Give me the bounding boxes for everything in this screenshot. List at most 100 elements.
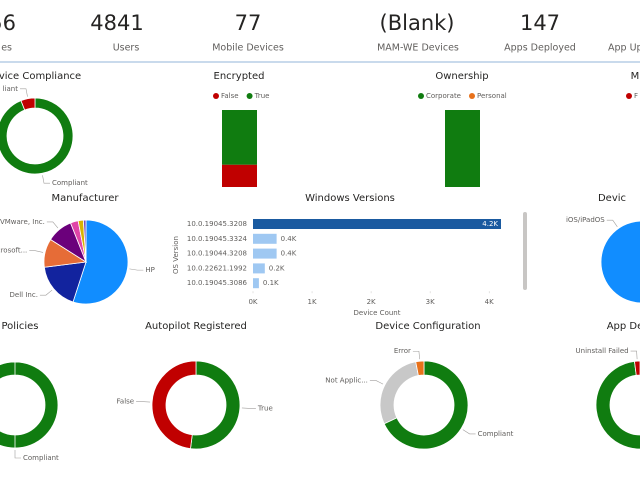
slice [190, 360, 241, 450]
slice [43, 261, 87, 303]
legend-marker [246, 93, 253, 99]
slice-label: HP [145, 266, 155, 274]
kpi-label: Mobile Devices [212, 43, 284, 54]
slice [634, 360, 640, 376]
leader-line [369, 380, 384, 385]
chart-panel: Devic iOS/iPadOS [566, 193, 640, 304]
chart-title: Device Configuration [375, 321, 480, 332]
slice-label: Compliant [52, 179, 88, 187]
slice [82, 219, 87, 263]
charts: vice Compliance Compliant liant Encrypted Fa… [0, 71, 640, 462]
slice-label: Dell Inc. [10, 291, 38, 299]
leader-line [462, 429, 476, 435]
leader-line [136, 401, 151, 403]
bar-segment [445, 110, 480, 187]
legend-marker [418, 93, 424, 99]
value-label: 0.4K [281, 250, 297, 258]
slice [383, 360, 469, 450]
leader-line [42, 175, 50, 184]
kpi-label: App Up [608, 43, 640, 54]
x-tick-label: 4K [485, 298, 494, 306]
slice-label: liant [3, 85, 19, 93]
slice-label: Uninstall Failed [576, 347, 629, 355]
chart-title: M [631, 71, 640, 82]
bar-segment [222, 110, 257, 165]
leader-line [241, 407, 256, 409]
slice [595, 360, 640, 450]
bar [253, 233, 277, 244]
chart-panel: Encrypted False True [213, 71, 269, 187]
slice-label: Error [394, 347, 411, 355]
slice [20, 97, 36, 111]
bar [253, 263, 265, 274]
legend-marker [213, 93, 219, 99]
x-tick-label: 2K [367, 298, 376, 306]
y-tick-label: 10.0.19045.3208 [187, 220, 247, 228]
chart-title: Ownership [435, 71, 488, 82]
kpi-value: 77 [235, 11, 262, 35]
x-tick-label: 1K [308, 298, 317, 306]
kpi-label: es [1, 43, 12, 54]
slice [72, 219, 129, 305]
value-label: 4.2K [482, 220, 498, 228]
slice [151, 360, 197, 450]
y-tick-label: 10.0.19045.3324 [187, 235, 248, 243]
legend-marker [626, 93, 632, 99]
leader-line [14, 450, 21, 459]
chart-panel: Device Configuration Compliant Not Applic.… [325, 321, 514, 450]
slice-label: True [257, 404, 273, 412]
chart-panel: Windows Versions 0K 1K 2K 3K 4K Device Count OS… [172, 193, 501, 317]
chart-panel: vice Compliance Compliant liant [0, 71, 88, 187]
slice [415, 360, 425, 376]
chart-panel: Autopilot Registered True False [117, 321, 273, 450]
y-tick-label: 10.0.22621.1992 [187, 264, 247, 272]
leader-line [606, 219, 618, 227]
chart-panel: Policies Compliant [0, 321, 59, 462]
kpi-value: (Blank) [380, 11, 455, 35]
y-axis-title: OS Version [172, 236, 180, 274]
chart-panel: MF [626, 71, 639, 100]
kpi-label: Users [113, 43, 140, 54]
slice-label: Not Applic... [325, 376, 368, 384]
slice-label: False [117, 398, 135, 406]
leader-line [129, 268, 144, 271]
bar [253, 248, 277, 259]
kpi-value: 56 [0, 11, 16, 35]
slice [0, 97, 74, 175]
chart-title: App De [607, 321, 640, 332]
chart-panel: App DeInstalledUninstall Failed [576, 321, 640, 450]
x-tick-label: 0K [248, 298, 257, 306]
slice-label: Microsoft... [0, 247, 27, 255]
legend-marker [469, 93, 475, 99]
chart-title: Manufacturer [52, 193, 120, 204]
kpi-label: MAM-WE Devices [377, 43, 459, 54]
leader-line [29, 250, 44, 253]
bar [253, 278, 259, 289]
slice-label: Compliant [478, 430, 514, 438]
slice [600, 220, 640, 304]
kpi-value: 4841 [90, 11, 143, 35]
x-tick-label: 3K [426, 298, 435, 306]
chart-title: Encrypted [214, 71, 265, 82]
chart-title: vice Compliance [0, 71, 81, 82]
leader-line [20, 88, 28, 97]
leader-line [412, 350, 420, 360]
y-tick-label: 10.0.19044.3208 [187, 250, 247, 258]
kpi-label: Apps Deployed [504, 43, 576, 54]
chart-title: Devic [598, 193, 626, 204]
chart-title: Policies [2, 321, 39, 332]
bar-segment [222, 164, 257, 187]
scrollbar [523, 212, 527, 290]
kpi-value: 147 [520, 11, 560, 35]
value-label: 0.2K [269, 264, 285, 272]
chart-panel: Manufacturer HP Dell Inc. Microsoft... VMwar… [0, 193, 155, 305]
legend-label: Personal [477, 92, 507, 100]
slice-label: Compliant [23, 454, 59, 462]
value-label: 0.1K [263, 279, 279, 287]
bar [253, 219, 501, 229]
chart-title: Autopilot Registered [145, 321, 247, 332]
legend-label: F [634, 92, 638, 100]
chart-panel: Ownership Corporate Personal [418, 71, 507, 187]
legend-label: False [221, 92, 239, 100]
